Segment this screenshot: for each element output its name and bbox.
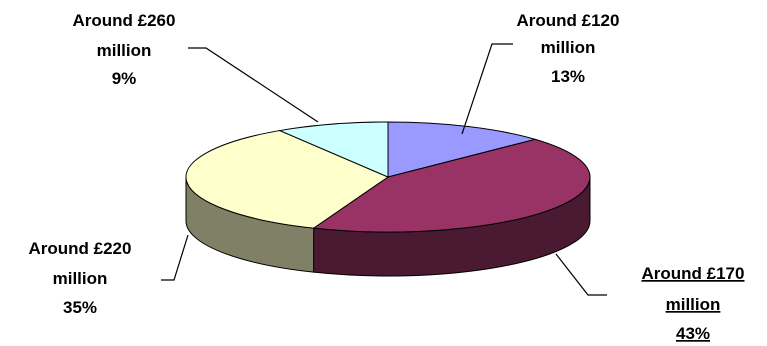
leader-line-3	[188, 47, 319, 123]
pie-slice-3	[278, 121, 389, 178]
slice-label-line1-3: Around £260	[73, 11, 176, 30]
slice-label-line2-3: million	[97, 41, 152, 60]
slice-label-line1-1: Around £170	[642, 264, 745, 283]
slice-label-pct-2: 35%	[63, 298, 97, 317]
leader-lines	[161, 43, 607, 296]
slice-label-line1-0: Around £120	[517, 11, 620, 30]
pie-slice-0	[387, 121, 538, 178]
slice-label-pct-0: 13%	[551, 67, 585, 86]
slice-label-line2-0: million	[541, 38, 596, 57]
pie-slice-2	[185, 130, 390, 229]
leader-line-0	[461, 43, 513, 135]
slice-labels: Around £120 million 13% Around £170 mill…	[29, 11, 745, 343]
leader-line-1	[555, 253, 607, 296]
slice-label-line2-1: million	[666, 295, 721, 314]
slice-label-pct-1: 43%	[676, 324, 710, 343]
slice-label-line2-2: million	[53, 269, 108, 288]
leader-line-2	[161, 234, 189, 281]
slice-label-line1-2: Around £220	[29, 239, 132, 258]
pie-slice-1	[312, 138, 591, 233]
pie-top-faces	[185, 121, 591, 233]
slice-label-pct-3: 9%	[112, 69, 137, 88]
